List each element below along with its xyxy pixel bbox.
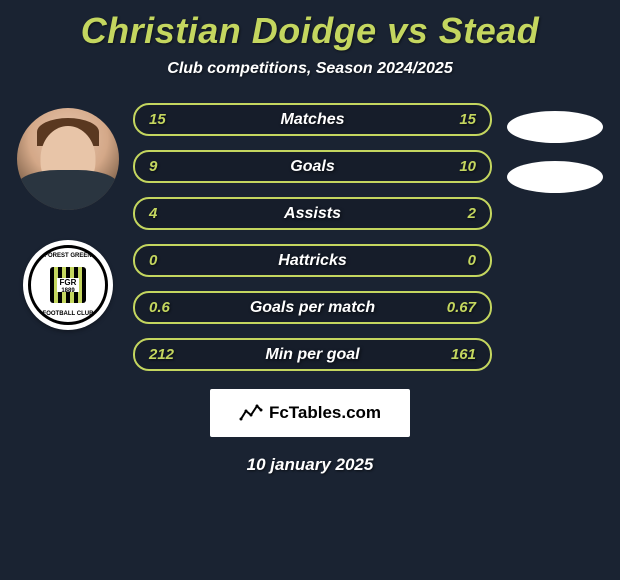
club-year: 1889: [61, 288, 74, 294]
stat-row: 0.6 Goals per match 0.67: [133, 291, 492, 324]
subtitle: Club competitions, Season 2024/2025: [0, 60, 620, 78]
player2-placeholder-oval: [507, 111, 603, 143]
stat-row: 9 Goals 10: [133, 150, 492, 183]
stat-row: 15 Matches 15: [133, 103, 492, 136]
left-column: FOREST GREEN FGR 1889 FOOTBALL CLUB: [8, 103, 128, 330]
stat-left-value: 9: [149, 158, 189, 175]
comparison-infographic: Christian Doidge vs Stead Club competiti…: [0, 0, 620, 485]
stat-left-value: 0.6: [149, 299, 189, 316]
player2-placeholder-oval: [507, 161, 603, 193]
stat-left-value: 0: [149, 252, 189, 269]
main-area: FOREST GREEN FGR 1889 FOOTBALL CLUB 15 Ma…: [0, 103, 620, 371]
stat-left-value: 212: [149, 346, 189, 363]
stat-label: Goals per match: [250, 299, 375, 317]
stat-label: Goals: [290, 158, 334, 176]
stat-label: Min per goal: [265, 346, 359, 364]
stat-label: Hattricks: [278, 252, 346, 270]
club-logo-center: FGR 1889: [57, 278, 79, 292]
branding-text: FcTables.com: [269, 403, 381, 423]
club-logo-stripes: FGR 1889: [50, 267, 86, 303]
stat-right-value: 2: [436, 205, 476, 222]
stat-label: Assists: [284, 205, 341, 223]
club-logo: FOREST GREEN FGR 1889 FOOTBALL CLUB: [23, 240, 113, 330]
stat-row: 0 Hattricks 0: [133, 244, 492, 277]
stat-right-value: 10: [436, 158, 476, 175]
stat-row: 212 Min per goal 161: [133, 338, 492, 371]
club-logo-inner: FOREST GREEN FGR 1889 FOOTBALL CLUB: [28, 245, 108, 325]
stat-left-value: 4: [149, 205, 189, 222]
avatar-shirt: [17, 170, 119, 210]
page-title: Christian Doidge vs Stead: [0, 10, 620, 52]
club-abbr: FGR: [60, 278, 77, 287]
club-logo-top-text: FOREST GREEN: [44, 253, 91, 259]
stat-left-value: 15: [149, 111, 189, 128]
stat-right-value: 0: [436, 252, 476, 269]
branding-badge: FcTables.com: [210, 389, 410, 437]
stat-row: 4 Assists 2: [133, 197, 492, 230]
stat-right-value: 161: [436, 346, 476, 363]
stat-right-value: 0.67: [436, 299, 476, 316]
club-logo-bot-text: FOOTBALL CLUB: [43, 311, 94, 317]
fctables-icon: [239, 403, 263, 423]
stats-bars: 15Matches159Goals104Assists20Hattricks00…: [128, 103, 497, 371]
stat-label: Matches: [280, 111, 344, 129]
stat-right-value: 15: [436, 111, 476, 128]
player-avatar: [17, 108, 119, 210]
right-column: [497, 103, 612, 193]
date-text: 10 january 2025: [0, 455, 620, 475]
